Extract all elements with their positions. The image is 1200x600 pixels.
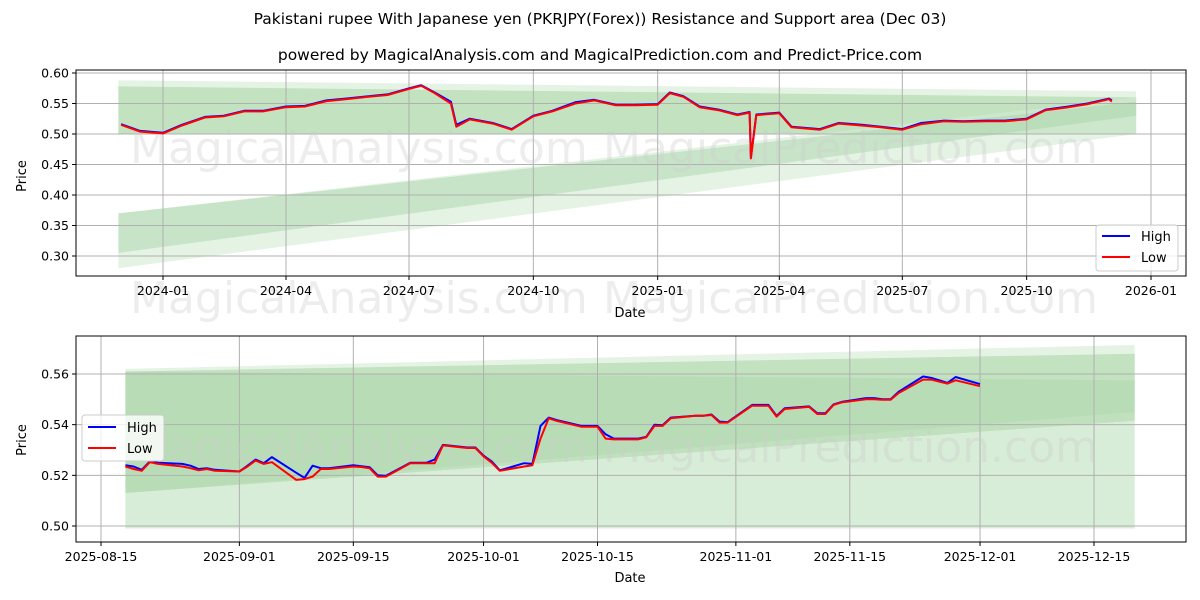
top-x-axis-label: Date [614,306,645,321]
bottom-plot-frame [75,335,1187,543]
watermark-text: MagicalPrediction.com [603,123,1098,174]
bottom-price-lines [125,375,981,481]
band-support [125,420,1135,529]
band-resistance-inner [125,353,1135,494]
bottom-support-resistance-bands [125,344,1135,529]
legend-high-label: High [127,421,157,436]
y-tick-label: 0.55 [41,96,69,111]
x-tick-label: 2024-04 [260,283,312,298]
bottom-x-axis: 2025-08-15 2025-09-01 2025-09-15 2025-10-01… [65,542,1131,564]
top-price-lines [120,84,1113,160]
series-low-line [125,378,981,481]
x-tick-label: 2025-07 [876,283,928,298]
bottom-grid [76,336,1186,542]
bottom-watermark: MagicalAnalysis.com MagicalPrediction.com [130,422,1098,473]
y-tick-label: 0.50 [41,127,69,142]
y-tick-label: 0.30 [41,249,69,264]
bottom-y-axis-label: Price [15,424,30,456]
y-tick-label: 0.45 [41,157,69,172]
y-tick-label: 0.50 [41,519,69,534]
y-tick-label: 0.56 [41,367,69,382]
top-y-axis: 0.30 0.35 0.40 0.45 0.50 0.55 0.60 [41,66,76,264]
x-tick-label: 2024-01 [137,283,189,298]
series-low-line [120,84,1113,160]
band-support-inner [118,101,1137,253]
x-tick-label: 2025-09-15 [317,549,390,564]
watermark-text: MagicalPrediction.com [603,422,1098,473]
x-tick-label: 2025-09-01 [203,549,276,564]
x-tick-label: 2024-10 [507,283,559,298]
x-tick-label: 2025-01 [632,283,684,298]
top-plot-frame [75,69,1187,277]
x-tick-label: 2025-11-15 [813,549,886,564]
y-tick-label: 0.35 [41,218,69,233]
top-y-axis-label: Price [15,160,30,192]
x-tick-label: 2025-10-01 [447,549,520,564]
x-tick-label: 2025-10-15 [561,549,634,564]
watermark-text: MagicalAnalysis.com [130,123,588,174]
y-tick-label: 0.40 [41,188,69,203]
bottom-legend: High Low [81,414,165,462]
x-tick-label: 2025-11-01 [700,549,773,564]
chart-subtitle: powered by MagicalAnalysis.com and Magic… [277,46,923,64]
band-resistance-core [125,371,1135,494]
band-resistance-inner [118,86,1137,134]
bottom-chart-panel: MagicalAnalysis.com MagicalPrediction.com… [15,335,1187,586]
x-tick-label: 2025-12-15 [1058,549,1131,564]
watermark-text: MagicalAnalysis.com [130,422,588,473]
x-tick-label: 2024-07 [383,283,435,298]
watermark-text: MagicalPrediction.com [603,273,1098,324]
top-watermark: MagicalAnalysis.com MagicalPrediction.com… [130,123,1098,324]
y-tick-label: 0.54 [41,417,69,432]
top-support-resistance-bands [118,80,1137,269]
bottom-y-axis: 0.50 0.52 0.54 0.56 [41,367,76,534]
top-legend: High Low [1095,224,1179,272]
watermark-text: MagicalAnalysis.com [130,273,588,324]
legend-high-label: High [1141,230,1171,245]
x-tick-label: 2026-01 [1125,283,1177,298]
top-x-axis: 2024-01 2024-04 2024-07 2024-10 2025-01 2025-… [137,276,1177,298]
top-chart-panel: MagicalAnalysis.com MagicalPrediction.com… [15,66,1187,324]
chart-title: Pakistani rupee With Japanese yen (PKRJP… [253,10,947,28]
x-tick-label: 2025-10 [1001,283,1053,298]
x-tick-label: 2025-04 [753,283,805,298]
y-tick-label: 0.52 [41,468,69,483]
x-tick-label: 2025-08-15 [65,549,138,564]
y-tick-label: 0.60 [41,66,69,81]
legend-low-label: Low [127,442,153,457]
legend-low-label: Low [1141,251,1167,266]
x-tick-label: 2025-12-01 [944,549,1017,564]
bottom-x-axis-label: Date [614,571,645,586]
